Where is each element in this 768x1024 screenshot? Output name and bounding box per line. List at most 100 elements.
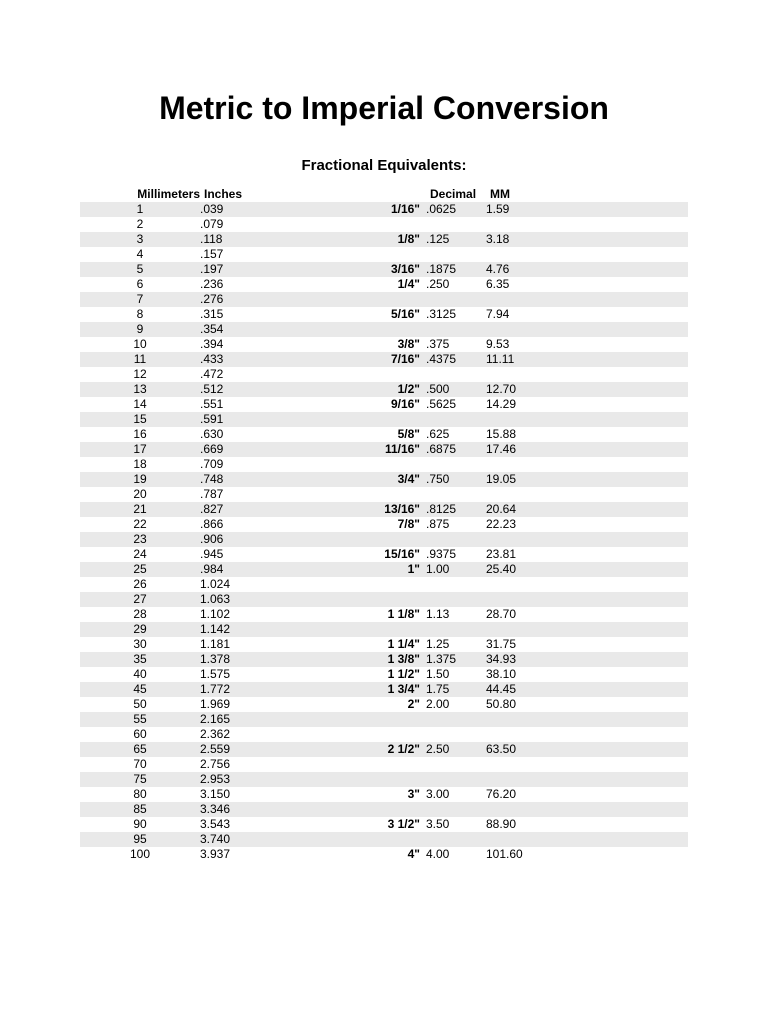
table-row: 11.4337/16".437511.11 — [80, 352, 688, 367]
cell-in: .039 — [200, 202, 260, 217]
cell-in: .630 — [200, 427, 260, 442]
table-row: 2.079 — [80, 217, 688, 232]
cell-mm: 8 — [80, 307, 200, 322]
cell-frac: 1/2" — [360, 382, 426, 397]
cell-in: .787 — [200, 487, 260, 502]
cell-in: .748 — [200, 472, 260, 487]
cell-mm: 19 — [80, 472, 200, 487]
cell-mm: 1 — [80, 202, 200, 217]
cell-in: .472 — [200, 367, 260, 382]
table-row: 13.5121/2".50012.70 — [80, 382, 688, 397]
cell-mm2: 88.90 — [486, 817, 546, 832]
table-row: 17.66911/16".687517.46 — [80, 442, 688, 457]
cell-mm2: 1.59 — [486, 202, 546, 217]
cell-frac: 1 1/8" — [360, 607, 426, 622]
cell-frac: 2" — [360, 697, 426, 712]
table-row: 261.024 — [80, 577, 688, 592]
cell-mm: 3 — [80, 232, 200, 247]
cell-mm: 26 — [80, 577, 200, 592]
cell-dec: .125 — [426, 232, 486, 247]
cell-in: .906 — [200, 532, 260, 547]
cell-mm: 75 — [80, 772, 200, 787]
cell-in: 1.063 — [200, 592, 260, 607]
cell-mm2: 12.70 — [486, 382, 546, 397]
cell-in: 1.772 — [200, 682, 260, 697]
cell-frac: 11/16" — [360, 442, 426, 457]
cell-mm2: 4.76 — [486, 262, 546, 277]
cell-dec: 4.00 — [426, 847, 486, 862]
page: Metric to Imperial Conversion Fractional… — [0, 0, 768, 902]
table-row: 291.142 — [80, 622, 688, 637]
table-row: 16.6305/8".62515.88 — [80, 427, 688, 442]
table-row: 702.756 — [80, 757, 688, 772]
cell-mm: 29 — [80, 622, 200, 637]
cell-in: .079 — [200, 217, 260, 232]
table-row: 10.3943/8".3759.53 — [80, 337, 688, 352]
cell-frac: 5/16" — [360, 307, 426, 322]
cell-mm: 55 — [80, 712, 200, 727]
cell-mm: 21 — [80, 502, 200, 517]
cell-dec: .8125 — [426, 502, 486, 517]
header-mm: MM — [490, 186, 550, 202]
cell-frac: 1" — [360, 562, 426, 577]
cell-mm: 65 — [80, 742, 200, 757]
cell-mm: 40 — [80, 667, 200, 682]
table-row: 18.709 — [80, 457, 688, 472]
cell-mm2: 22.23 — [486, 517, 546, 532]
cell-frac: 1 3/4" — [360, 682, 426, 697]
header-frac — [364, 186, 430, 202]
cell-frac: 7/16" — [360, 352, 426, 367]
cell-mm: 95 — [80, 832, 200, 847]
cell-mm: 11 — [80, 352, 200, 367]
cell-dec: .9375 — [426, 547, 486, 562]
cell-dec: 3.00 — [426, 787, 486, 802]
cell-mm2: 3.18 — [486, 232, 546, 247]
cell-frac: 1 1/4" — [360, 637, 426, 652]
table-row: 752.953 — [80, 772, 688, 787]
cell-dec: .1875 — [426, 262, 486, 277]
cell-dec: 1.50 — [426, 667, 486, 682]
cell-in: 2.953 — [200, 772, 260, 787]
cell-frac: 7/8" — [360, 517, 426, 532]
cell-in: 1.142 — [200, 622, 260, 637]
cell-mm: 6 — [80, 277, 200, 292]
cell-mm: 45 — [80, 682, 200, 697]
table-row: 20.787 — [80, 487, 688, 502]
table-row: 21.82713/16".812520.64 — [80, 502, 688, 517]
cell-in: .669 — [200, 442, 260, 457]
cell-dec: .875 — [426, 517, 486, 532]
cell-frac: 1/16" — [360, 202, 426, 217]
table-row: 652.5592 1/2"2.5063.50 — [80, 742, 688, 757]
cell-frac: 3/16" — [360, 262, 426, 277]
cell-in: .118 — [200, 232, 260, 247]
cell-mm: 18 — [80, 457, 200, 472]
cell-in: 3.150 — [200, 787, 260, 802]
cell-mm2: 14.29 — [486, 397, 546, 412]
cell-in: .276 — [200, 292, 260, 307]
table-row: 803.1503"3.0076.20 — [80, 787, 688, 802]
cell-mm: 15 — [80, 412, 200, 427]
cell-dec: 1.375 — [426, 652, 486, 667]
cell-mm2: 38.10 — [486, 667, 546, 682]
table-row: 12.472 — [80, 367, 688, 382]
cell-mm: 5 — [80, 262, 200, 277]
cell-mm2: 25.40 — [486, 562, 546, 577]
cell-frac: 13/16" — [360, 502, 426, 517]
cell-mm: 70 — [80, 757, 200, 772]
table-row: 301.1811 1/4"1.2531.75 — [80, 637, 688, 652]
cell-frac: 4" — [360, 847, 426, 862]
cell-mm: 50 — [80, 697, 200, 712]
cell-in: 2.559 — [200, 742, 260, 757]
table-row: 9.354 — [80, 322, 688, 337]
table-row: 1.0391/16".06251.59 — [80, 202, 688, 217]
cell-dec: .3125 — [426, 307, 486, 322]
cell-mm2: 19.05 — [486, 472, 546, 487]
table-row: 7.276 — [80, 292, 688, 307]
cell-frac: 1 3/8" — [360, 652, 426, 667]
cell-mm: 90 — [80, 817, 200, 832]
cell-mm: 9 — [80, 322, 200, 337]
cell-dec: 1.13 — [426, 607, 486, 622]
cell-in: .197 — [200, 262, 260, 277]
table-row: 5.197 3/16".18754.76 — [80, 262, 688, 277]
header-decimal: Decimal — [430, 186, 490, 202]
